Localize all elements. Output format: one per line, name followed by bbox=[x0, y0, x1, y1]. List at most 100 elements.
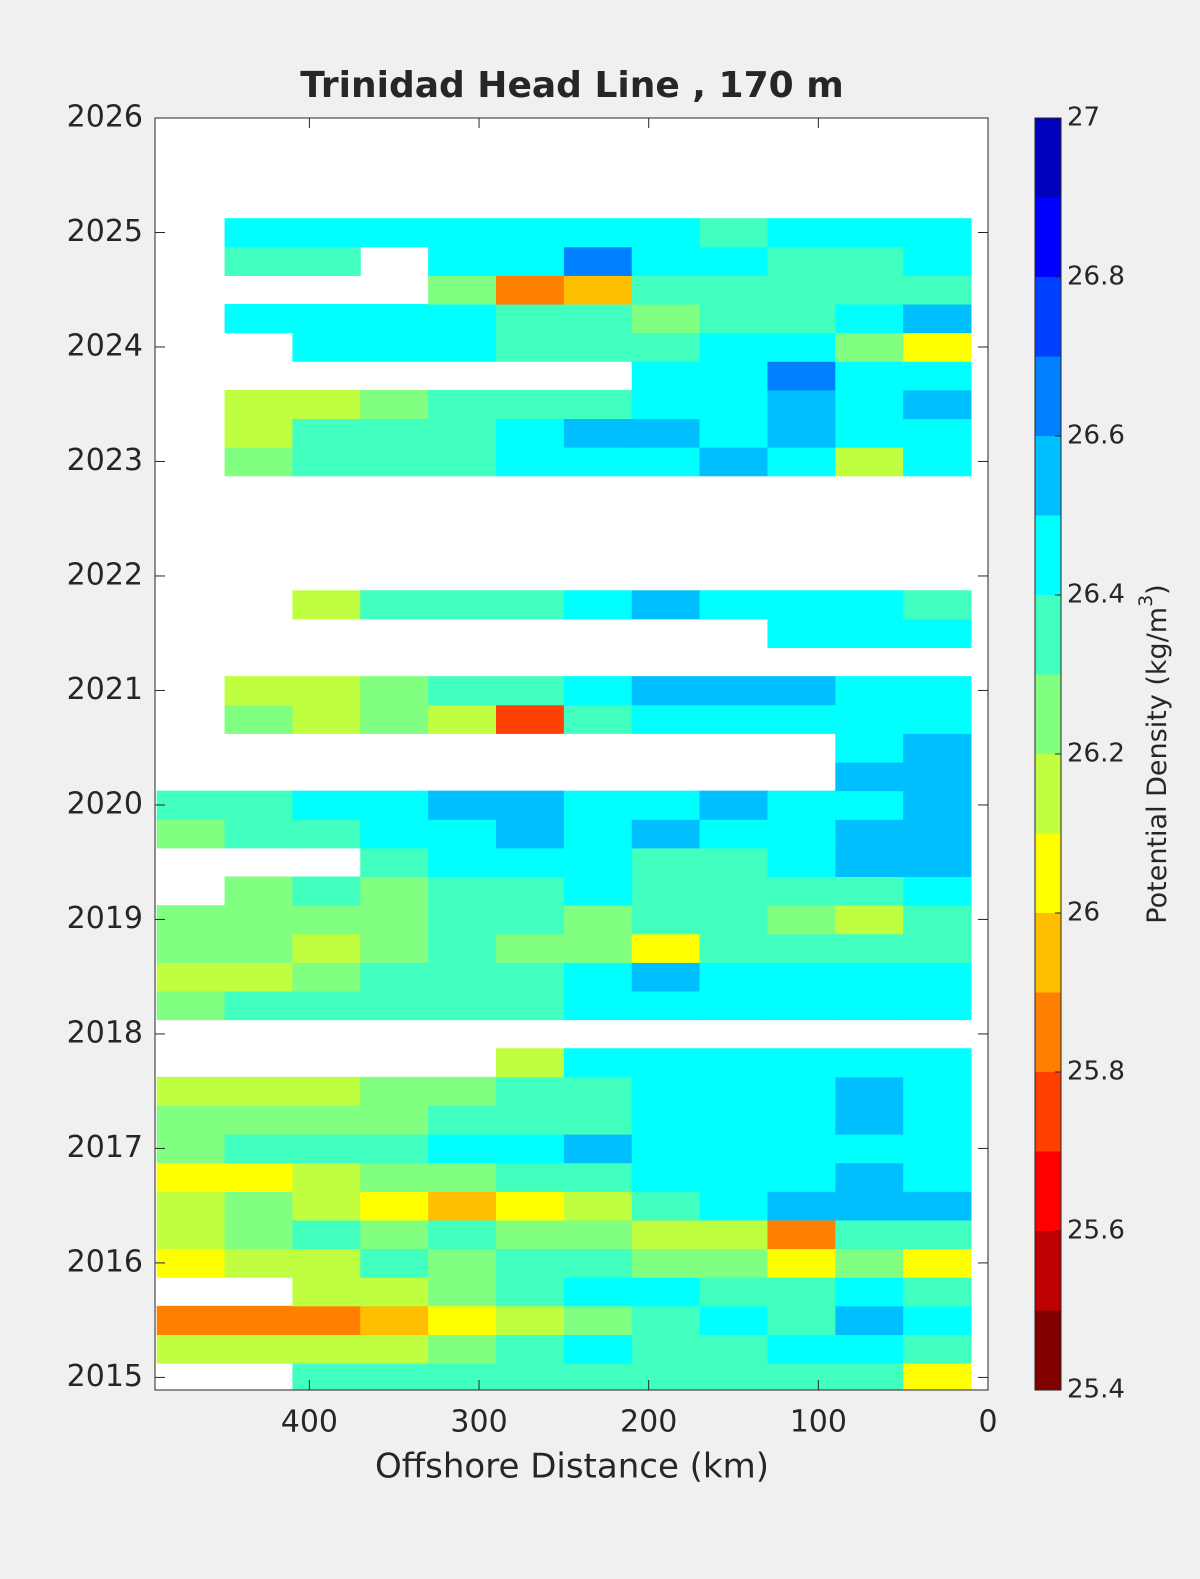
contour-cell bbox=[292, 218, 361, 248]
contour-cell bbox=[699, 876, 768, 906]
contour-cell bbox=[292, 332, 361, 362]
contour-cell bbox=[224, 905, 293, 935]
contour-cell bbox=[631, 1305, 701, 1335]
contour-cell bbox=[360, 590, 429, 620]
contour-cell bbox=[767, 246, 836, 276]
contour-cell bbox=[699, 1248, 768, 1278]
contour-cell bbox=[631, 876, 701, 906]
contour-cell bbox=[767, 1162, 836, 1192]
contour-cell bbox=[360, 418, 429, 448]
contour-cell bbox=[292, 1191, 361, 1221]
colorbar-tick-label: 25.4 bbox=[1067, 1375, 1125, 1405]
contour-cell bbox=[699, 1219, 768, 1250]
contour-cell bbox=[631, 1248, 701, 1278]
contour-cell bbox=[903, 361, 972, 391]
contour-cell bbox=[903, 1248, 972, 1278]
contour-cell bbox=[496, 447, 565, 477]
contour-cell bbox=[699, 990, 768, 1021]
contour-cell bbox=[631, 218, 701, 248]
contour-cell bbox=[292, 704, 361, 734]
y-tick-label: 2015 bbox=[67, 1359, 143, 1394]
contour-cell bbox=[292, 790, 361, 820]
contour-cell bbox=[224, 933, 293, 963]
colorbar-band bbox=[1035, 356, 1061, 436]
contour-cell bbox=[699, 590, 768, 620]
colorbar-label-end: ) bbox=[1142, 584, 1173, 595]
contour-cell bbox=[360, 1105, 429, 1135]
contour-cell bbox=[563, 1191, 633, 1221]
colorbar-band bbox=[1035, 118, 1061, 198]
contour-cell bbox=[903, 847, 972, 878]
contour-cell bbox=[563, 590, 633, 620]
contour-cell bbox=[360, 676, 429, 706]
contour-cell bbox=[699, 275, 768, 305]
contour-cell bbox=[767, 1219, 836, 1250]
contour-cell bbox=[631, 990, 701, 1021]
y-tick-label: 2018 bbox=[67, 1015, 143, 1050]
contour-cell bbox=[496, 933, 565, 963]
contour-cell bbox=[699, 1048, 768, 1078]
contour-cell bbox=[428, 218, 497, 248]
contour-cell bbox=[631, 1363, 701, 1390]
contour-cell bbox=[903, 418, 972, 448]
contour-cell bbox=[699, 819, 768, 849]
contour-cell bbox=[767, 905, 836, 935]
x-axis-label: Offshore Distance (km) bbox=[375, 1447, 769, 1487]
contour-cell bbox=[496, 1277, 565, 1307]
contour-cell bbox=[767, 933, 836, 963]
contour-cell bbox=[292, 876, 361, 906]
contour-cell bbox=[428, 1334, 497, 1364]
contour-cell bbox=[835, 1076, 904, 1106]
colorbar-band bbox=[1035, 1151, 1061, 1231]
contour-cell bbox=[699, 790, 768, 820]
x-tick-label: 0 bbox=[978, 1405, 997, 1440]
contour-cell bbox=[699, 1277, 768, 1307]
contour-cell bbox=[903, 275, 972, 305]
y-tick-label: 2020 bbox=[67, 786, 143, 821]
contour-cell bbox=[563, 990, 633, 1021]
contour-cell bbox=[360, 790, 429, 820]
colorbar-band bbox=[1035, 197, 1061, 277]
contour-cell bbox=[699, 905, 768, 935]
contour-cell bbox=[496, 790, 565, 820]
contour-cell bbox=[767, 618, 836, 649]
contour-cell bbox=[428, 1219, 497, 1250]
contour-cell bbox=[835, 618, 904, 649]
contour-cell bbox=[835, 218, 904, 248]
colorbar-band bbox=[1035, 515, 1061, 595]
contour-cell bbox=[292, 1076, 361, 1106]
contour-cell bbox=[767, 1363, 836, 1390]
contour-cell bbox=[224, 790, 293, 820]
contour-cell bbox=[496, 590, 565, 620]
contour-cell bbox=[496, 389, 565, 420]
contour-cell bbox=[563, 1305, 633, 1335]
contour-cell bbox=[224, 1305, 293, 1335]
contour-cell bbox=[156, 1248, 226, 1278]
contour-cell bbox=[156, 962, 226, 992]
contour-cell bbox=[767, 962, 836, 992]
contour-cell bbox=[496, 1105, 565, 1135]
contour-cell bbox=[563, 1105, 633, 1135]
contour-cell bbox=[903, 590, 972, 620]
colorbar-tick-label: 26 bbox=[1067, 898, 1100, 928]
contour-cell bbox=[360, 1334, 429, 1364]
contour-cell bbox=[292, 447, 361, 477]
colorbar-tick-label: 25.8 bbox=[1067, 1057, 1125, 1087]
contour-cell bbox=[835, 962, 904, 992]
contour-cell bbox=[224, 819, 293, 849]
contour-cell bbox=[292, 676, 361, 706]
contour-cell bbox=[360, 1134, 429, 1164]
contour-cell bbox=[496, 1334, 565, 1364]
y-tick-label: 2025 bbox=[67, 214, 143, 249]
contour-cell bbox=[563, 447, 633, 477]
colorbar-band bbox=[1035, 277, 1061, 357]
contour-cell bbox=[496, 275, 565, 305]
contour-cell bbox=[563, 962, 633, 992]
contour-cell bbox=[631, 447, 701, 477]
contour-cell bbox=[224, 218, 293, 248]
contour-cell bbox=[699, 1134, 768, 1164]
contour-cell bbox=[903, 1162, 972, 1192]
contour-cell bbox=[360, 304, 429, 334]
contour-cell bbox=[292, 933, 361, 963]
